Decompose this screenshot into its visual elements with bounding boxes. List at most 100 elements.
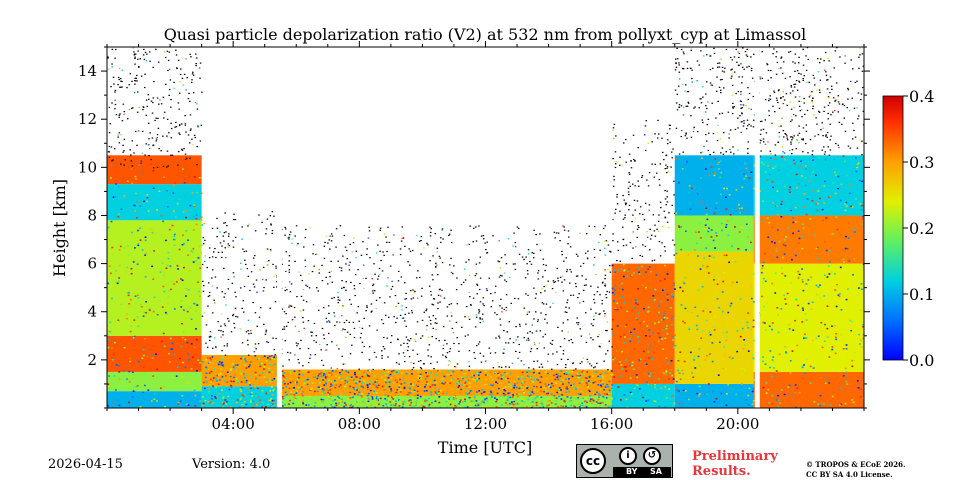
noise-dot [232,313,235,316]
speckle [410,401,413,404]
speckle [828,249,831,252]
noise-dot [288,281,291,283]
noise-dot [701,151,704,153]
noise-dot [590,365,593,367]
speckle [560,381,563,383]
speckle [168,361,171,363]
speckle [392,369,395,372]
speckle [716,298,719,300]
noise-dot [167,69,169,72]
speckle [835,338,838,341]
speckle [111,297,113,300]
noise-dot [665,204,667,206]
noise-dot [243,285,246,288]
noise-dot [295,342,298,344]
speckle [816,246,819,249]
noise-dot [206,266,208,269]
noise-dot [682,68,685,70]
noise-dot [196,164,198,166]
speckle [339,401,342,404]
speckle [633,387,636,390]
speckle [742,209,745,212]
noise-dot [658,178,661,181]
speckle [243,400,246,403]
speckle [495,373,498,376]
speckle [591,392,593,395]
noise-dot [146,105,149,107]
noise-dot [353,288,356,290]
speckle [115,183,117,185]
speckle [809,218,812,220]
speckle [719,176,722,179]
noise-dot [503,272,506,274]
speckle [675,252,678,255]
noise-dot [134,80,136,82]
noise-dot [577,255,579,257]
noise-dot [617,249,620,252]
noise-dot [661,242,663,244]
noise-dot [434,318,437,320]
noise-dot [590,337,592,339]
speckle [684,218,686,220]
speckle [713,401,716,403]
speckle [313,390,316,393]
noise-dot [601,282,604,284]
noise-dot [778,131,781,134]
speckle [427,375,430,377]
speckle [283,376,285,378]
noise-dot [625,161,627,163]
noise-dot [632,158,635,161]
speckle [698,231,700,233]
speckle [575,388,578,390]
speckle [546,372,549,375]
noise-dot [712,151,715,153]
speckle [268,367,271,370]
speckle [654,386,656,389]
speckle [208,361,211,364]
noise-dot [732,107,734,109]
speckle [445,381,448,384]
speckle [281,401,284,403]
speckle [803,364,805,366]
noise-dot [377,275,380,277]
speckle [182,361,184,364]
noise-dot [265,233,267,235]
speckle [603,372,606,374]
noise-dot [613,179,616,181]
speckle [404,401,406,403]
noise-dot [450,229,452,231]
speckle [521,384,524,387]
noise-dot [674,69,677,71]
speckle [298,373,301,376]
noise-dot [789,101,791,103]
speckle [144,254,147,256]
noise-dot [676,109,679,111]
speckle [782,243,785,246]
noise-dot [596,362,598,364]
speckle [836,228,839,231]
speckle [446,398,449,401]
speckle [297,405,300,407]
noise-dot [242,300,245,302]
noise-dot [706,54,708,56]
speckle [205,359,208,361]
speckle [210,381,213,383]
noise-dot [431,336,433,338]
speckle [647,306,650,308]
noise-dot [152,101,154,104]
noise-dot [654,235,657,237]
speckle [446,373,449,376]
noise-dot [612,240,614,242]
noise-dot [498,334,500,336]
speckle [662,392,665,394]
speckle [844,402,847,405]
noise-dot [452,273,454,275]
noise-dot [258,214,260,216]
speckle [815,203,818,205]
speckle [500,374,503,377]
noise-dot [826,79,828,81]
speckle [255,377,257,380]
speckle [511,405,514,407]
noise-dot [732,146,734,148]
noise-dot [300,274,302,277]
